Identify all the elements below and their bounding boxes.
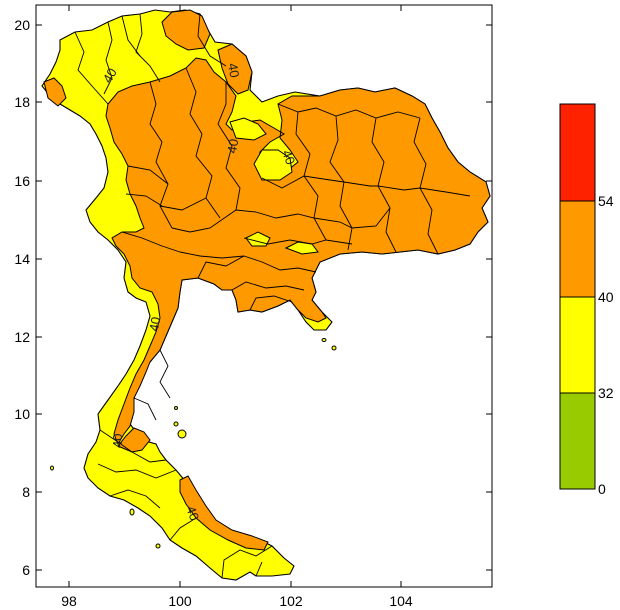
frame-ticks [36, 5, 492, 587]
legend-bin-yellow [559, 296, 596, 394]
contour-label: 40 [100, 65, 120, 85]
orange-region-peninsula [117, 427, 151, 453]
contour-label: 40 [110, 434, 125, 448]
islands [50, 338, 337, 549]
contour-label: 40 [279, 148, 298, 167]
yellow-pocket-4 [229, 117, 267, 141]
y-tick-label: 16 [14, 173, 30, 189]
contour-label: 40 [146, 316, 163, 333]
contour-label: 40 [183, 504, 202, 523]
x-tick-label: 98 [61, 593, 77, 609]
y-tick-label: 20 [14, 17, 30, 33]
legend-label: 32 [598, 385, 614, 401]
orange-region-east-north [217, 43, 253, 95]
legend-bin-orange [559, 200, 596, 298]
yellow-pocket-2 [245, 231, 271, 247]
legend-label: 40 [598, 289, 614, 305]
y-tick-label: 14 [14, 251, 30, 267]
legend-label: 54 [598, 193, 614, 209]
orange-region-south [179, 475, 269, 551]
y-tick-label: 8 [22, 484, 30, 500]
y-tick-label: 10 [14, 406, 30, 422]
x-tick-label: 102 [279, 593, 303, 609]
color-legend: 54 40 32 0 [559, 103, 614, 497]
x-tick-label: 104 [389, 593, 413, 609]
legend-bin-green [559, 392, 596, 490]
x-tick-label: 100 [168, 593, 192, 609]
y-tick-label: 18 [14, 94, 30, 110]
province-boundaries [74, 13, 471, 579]
y-tick-label: 12 [14, 329, 30, 345]
yellow-pocket-3 [284, 241, 319, 255]
contour-label: 40 [224, 138, 241, 155]
orange-region-northwest [43, 77, 67, 107]
orange-region-north [161, 9, 211, 51]
legend-bin-red [559, 103, 596, 202]
y-tick-label: 6 [22, 562, 30, 578]
legend-label: 0 [598, 481, 606, 497]
contour-label: 40 [225, 62, 242, 79]
